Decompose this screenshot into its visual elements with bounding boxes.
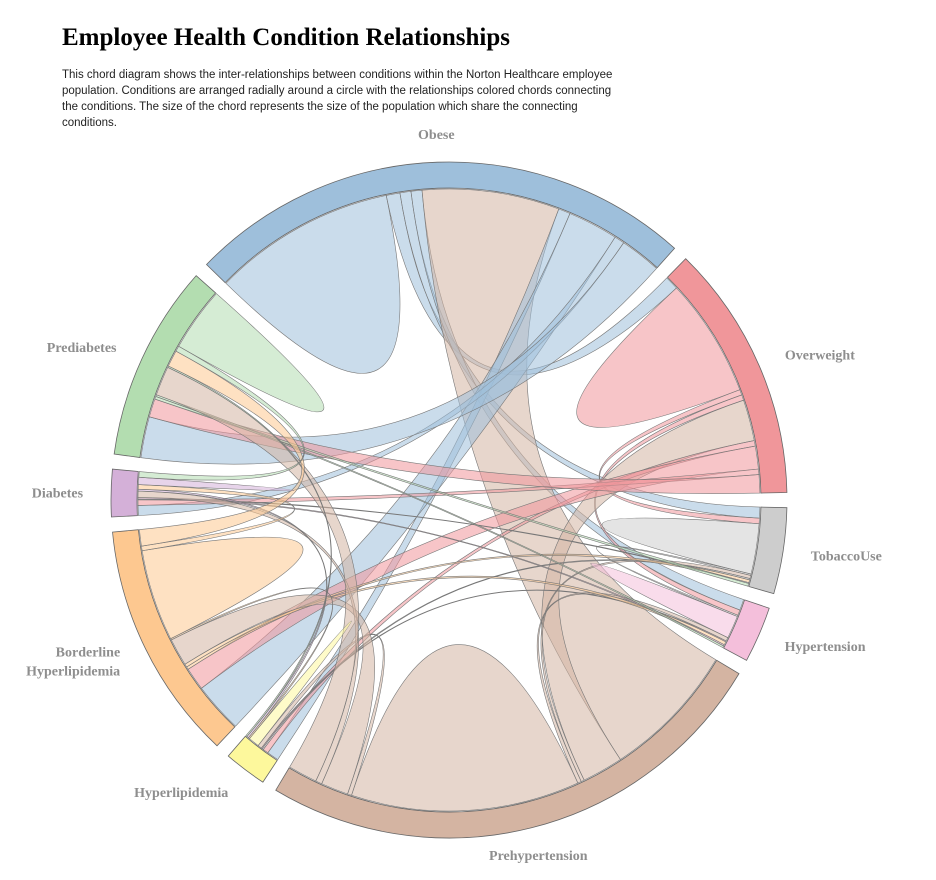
group-arc-prehypertension[interactable]: [275, 659, 740, 839]
chord-prehypertension-hyperlipidemia[interactable]: [257, 633, 385, 796]
chord-prehypertension-prediabetes[interactable]: [155, 366, 359, 782]
chord-borderline-hyperlipidemia-diabetes[interactable]: [137, 484, 295, 552]
chord-hyperlipidemia-diabetes[interactable]: [137, 488, 328, 739]
group-label-prehypertension: Prehypertension: [489, 849, 588, 864]
chord-diabetes-prediabetes[interactable]: [138, 345, 305, 481]
chord-diabetes-diabetes[interactable]: [138, 476, 294, 492]
page-title: Employee Health Condition Relationships: [62, 24, 510, 51]
group-arcs: [110, 161, 788, 839]
chord-borderline-hyperlipidemia-borderline-hyperlipidemia[interactable]: [141, 536, 304, 640]
group-arc-obese[interactable]: [205, 161, 676, 284]
chord-tobaccouse-borderline-hyperlipidemia[interactable]: [186, 553, 750, 670]
chord-obese-prediabetes[interactable]: [140, 242, 657, 465]
group-label-obese: Obese: [418, 128, 455, 143]
group-arc-overweight[interactable]: [666, 258, 788, 494]
group-label-borderline-hyperlipidemia: Borderline Hyperlipidemia: [26, 645, 120, 679]
group-arc-prediabetes[interactable]: [113, 275, 217, 459]
chord-prehypertension-prehypertension[interactable]: [351, 644, 579, 812]
group-label-overweight: Overweight: [785, 349, 855, 364]
chord-tobaccouse-prediabetes[interactable]: [154, 396, 749, 587]
group-arc-hyperlipidemia[interactable]: [227, 735, 278, 783]
chord-tobaccouse-hypertension[interactable]: [596, 545, 752, 617]
chord-ribbons: [137, 188, 761, 812]
page-description: This chord diagram shows the inter-relat…: [62, 69, 613, 129]
chord-hypertension-hypertension[interactable]: [590, 562, 738, 639]
chord-tobaccouse-tobaccouse[interactable]: [601, 517, 760, 575]
chord-hypertension-prediabetes[interactable]: [155, 394, 725, 648]
chord-hypertension-borderline-hyperlipidemia[interactable]: [184, 575, 727, 668]
chord-tobaccouse-diabetes[interactable]: [137, 498, 750, 584]
chord-hyperlipidemia-borderline-hyperlipidemia[interactable]: [170, 587, 334, 739]
group-arc-diabetes[interactable]: [110, 468, 139, 518]
chord-hypertension-diabetes[interactable]: [137, 497, 725, 647]
chord-hyperlipidemia-hyperlipidemia[interactable]: [249, 620, 352, 746]
group-label-prediabetes: Prediabetes: [47, 341, 117, 356]
chord-overweight-tobaccouse[interactable]: [598, 389, 760, 525]
chord-hyperlipidemia-prediabetes[interactable]: [167, 365, 332, 737]
group-label-hyperlipidemia: Hyperlipidemia: [134, 786, 228, 801]
group-labels: Obese Overweight TobaccoUse Hypertension Pre…: [26, 128, 882, 864]
group-arc-tobaccouse[interactable]: [748, 506, 788, 595]
chord-hypertension-prehypertension[interactable]: [536, 592, 729, 784]
group-label-diabetes: Diabetes: [32, 487, 84, 502]
group-arc-hypertension[interactable]: [723, 599, 770, 661]
group-arc-borderline-hyperlipidemia[interactable]: [112, 529, 236, 747]
chord-obese-obese[interactable]: [225, 195, 401, 374]
chord-borderline-hyperlipidemia-prediabetes[interactable]: [139, 350, 305, 547]
chord-prediabetes-prediabetes[interactable]: [178, 293, 325, 413]
chord-overweight-overweight[interactable]: [576, 287, 741, 428]
group-label-hypertension: Hypertension: [785, 640, 866, 655]
group-label-tobaccouse: TobaccoUse: [811, 549, 882, 564]
